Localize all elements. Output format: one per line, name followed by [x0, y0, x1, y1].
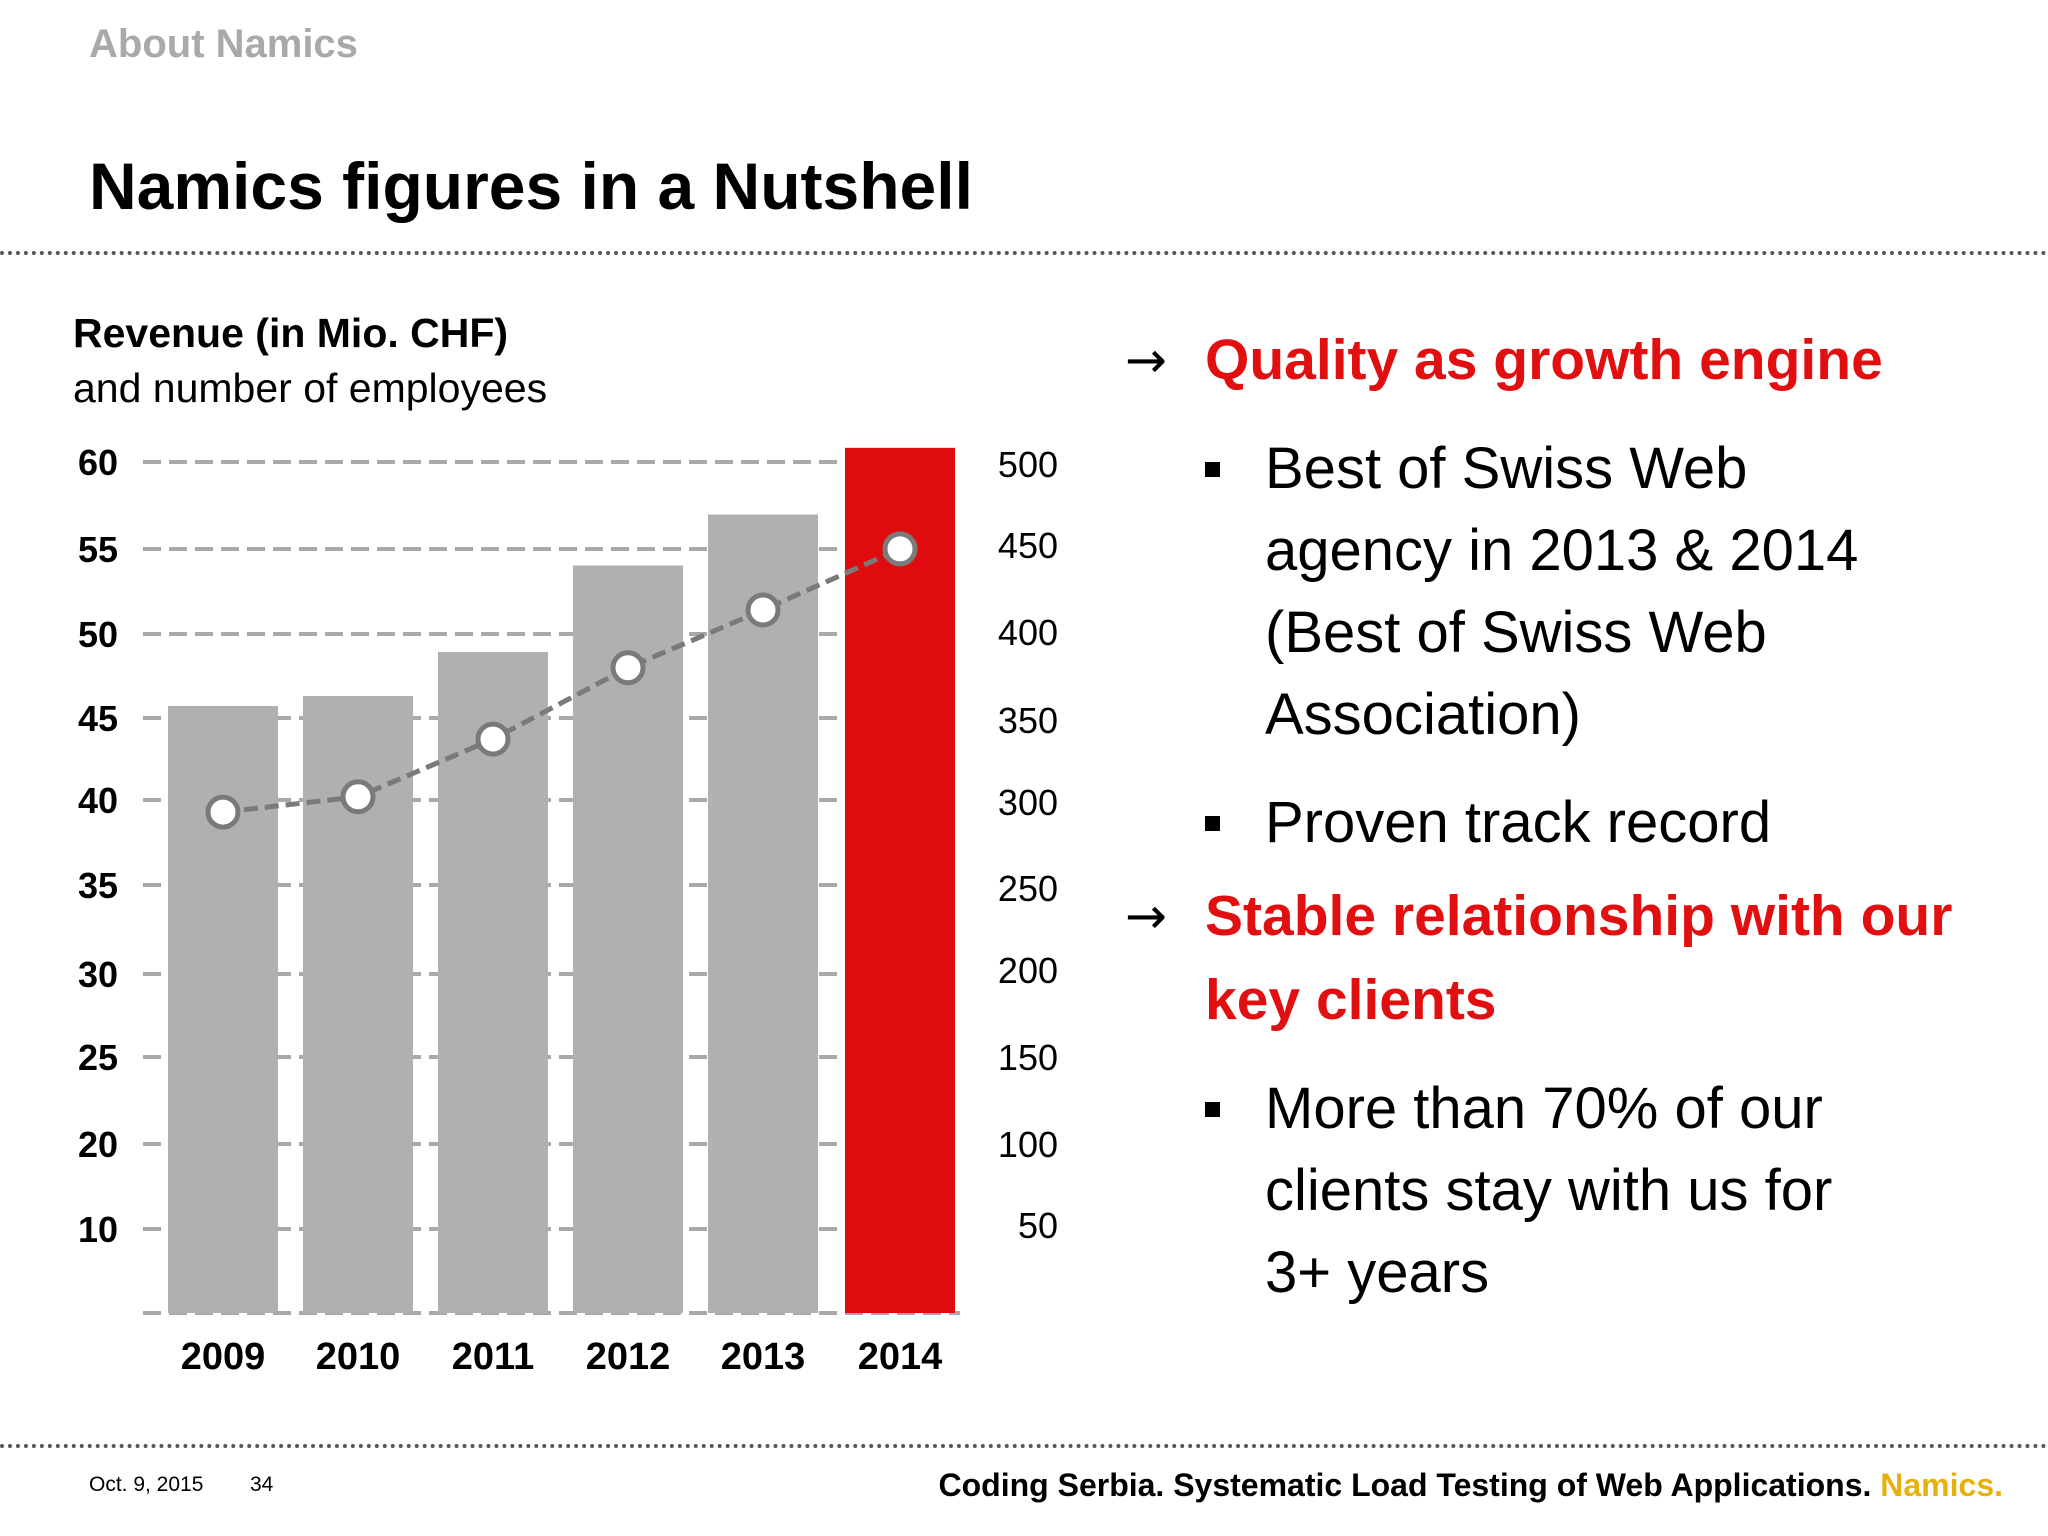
y2-tick-label: 250	[998, 868, 1058, 909]
lead-quality-text: Quality as growth engine	[1205, 328, 1883, 392]
bar-2013	[708, 514, 818, 1313]
employees-point-2012	[610, 650, 646, 686]
footer-date: Oct. 9, 2015	[89, 1473, 204, 1496]
y-tick-label: 45	[78, 698, 118, 739]
chart-subtitle: and number of employees	[73, 365, 548, 411]
page-number: 34	[250, 1473, 274, 1496]
y2-tick-label: 50	[1018, 1205, 1058, 1246]
lead-relationship: → Stable relationship with our key clien…	[1125, 874, 2005, 1042]
key-points: → Quality as growth engine Best of Swiss…	[1125, 318, 2005, 1314]
y2-tick-label: 350	[998, 700, 1058, 741]
square-bullet-icon	[1205, 816, 1220, 831]
top-divider	[0, 251, 2048, 255]
y2-tick-label: 100	[998, 1124, 1058, 1165]
y-tick-label: 10	[78, 1209, 118, 1250]
slide-title: Namics figures in a Nutshell	[89, 149, 973, 223]
lead-relationship-text: Stable relationship with our key clients	[1205, 884, 1953, 1032]
y2-tick-label: 400	[998, 612, 1058, 653]
bullet-text: More than 70% of our clients stay with u…	[1265, 1076, 1833, 1305]
footer-tagline: Coding Serbia. Systematic Load Testing o…	[939, 1467, 2003, 1504]
y-tick-label: 60	[78, 442, 118, 483]
y-tick-label: 30	[78, 954, 118, 995]
employees-point-2011	[475, 721, 511, 757]
x-tick-label: 2014	[858, 1336, 943, 1378]
y2-tick-label: 300	[998, 782, 1058, 823]
y-tick-label: 55	[78, 529, 118, 570]
employees-point-2009	[205, 794, 241, 830]
employees-point-2010	[340, 779, 376, 815]
y2-tick-label: 500	[998, 444, 1058, 485]
x-tick-label: 2013	[721, 1336, 806, 1378]
bullet-text: Proven track record	[1265, 790, 1772, 855]
square-bullet-icon	[1205, 1102, 1220, 1117]
bullet-text: Best of Swiss Web agency in 2013 & 2014 …	[1265, 436, 1859, 747]
revenue-employees-chart: 6055504540353025201050045040035030025020…	[78, 442, 1058, 1378]
y2-tick-label: 150	[998, 1037, 1058, 1078]
bullet-item: Proven track record	[1205, 782, 2005, 864]
bullet-item: Best of Swiss Web agency in 2013 & 2014 …	[1205, 428, 2005, 756]
y-tick-label: 50	[78, 614, 118, 655]
y-tick-label: 40	[78, 780, 118, 821]
chart-heading: Revenue (in Mio. CHF) and number of empl…	[73, 306, 547, 416]
y2-tick-label: 450	[998, 525, 1058, 566]
x-tick-label: 2012	[586, 1336, 671, 1378]
employees-line	[222, 546, 902, 815]
section-label: About Namics	[89, 22, 358, 66]
arrow-right-icon: →	[1125, 887, 1167, 945]
square-bullet-icon	[1205, 462, 1220, 477]
bar-2012	[573, 565, 683, 1313]
x-tick-label: 2011	[452, 1336, 534, 1378]
y-tick-label: 25	[78, 1037, 118, 1078]
bar-2014	[845, 447, 955, 1314]
chart-title: Revenue (in Mio. CHF)	[73, 310, 509, 356]
bottom-divider	[0, 1444, 2048, 1448]
x-tick-label: 2010	[316, 1336, 401, 1378]
employees-point-2014	[882, 531, 918, 567]
y2-tick-label: 200	[998, 950, 1058, 991]
bar-2011	[438, 652, 548, 1313]
y-tick-label: 35	[78, 865, 118, 906]
x-tick-label: 2009	[181, 1336, 266, 1378]
arrow-right-icon: →	[1125, 331, 1167, 389]
y-tick-label: 20	[78, 1124, 118, 1165]
brand-name: Namics.	[1880, 1467, 2003, 1503]
footer-text: Coding Serbia. Systematic Load Testing o…	[938, 1467, 1872, 1503]
lead-quality: → Quality as growth engine	[1125, 318, 2005, 402]
employees-point-2013	[745, 592, 781, 628]
bullet-item: More than 70% of our clients stay with u…	[1205, 1068, 2005, 1314]
